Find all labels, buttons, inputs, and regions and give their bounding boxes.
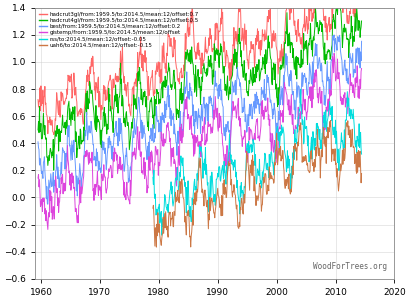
Text: WoodForTrees.org: WoodForTrees.org — [312, 262, 387, 271]
Legend: hadcrut3gl/from:1959.5/to:2014.5/mean:12/offset:0.7, hadcrut4gl/from:1959.5/to:2: hadcrut3gl/from:1959.5/to:2014.5/mean:12… — [38, 11, 200, 49]
